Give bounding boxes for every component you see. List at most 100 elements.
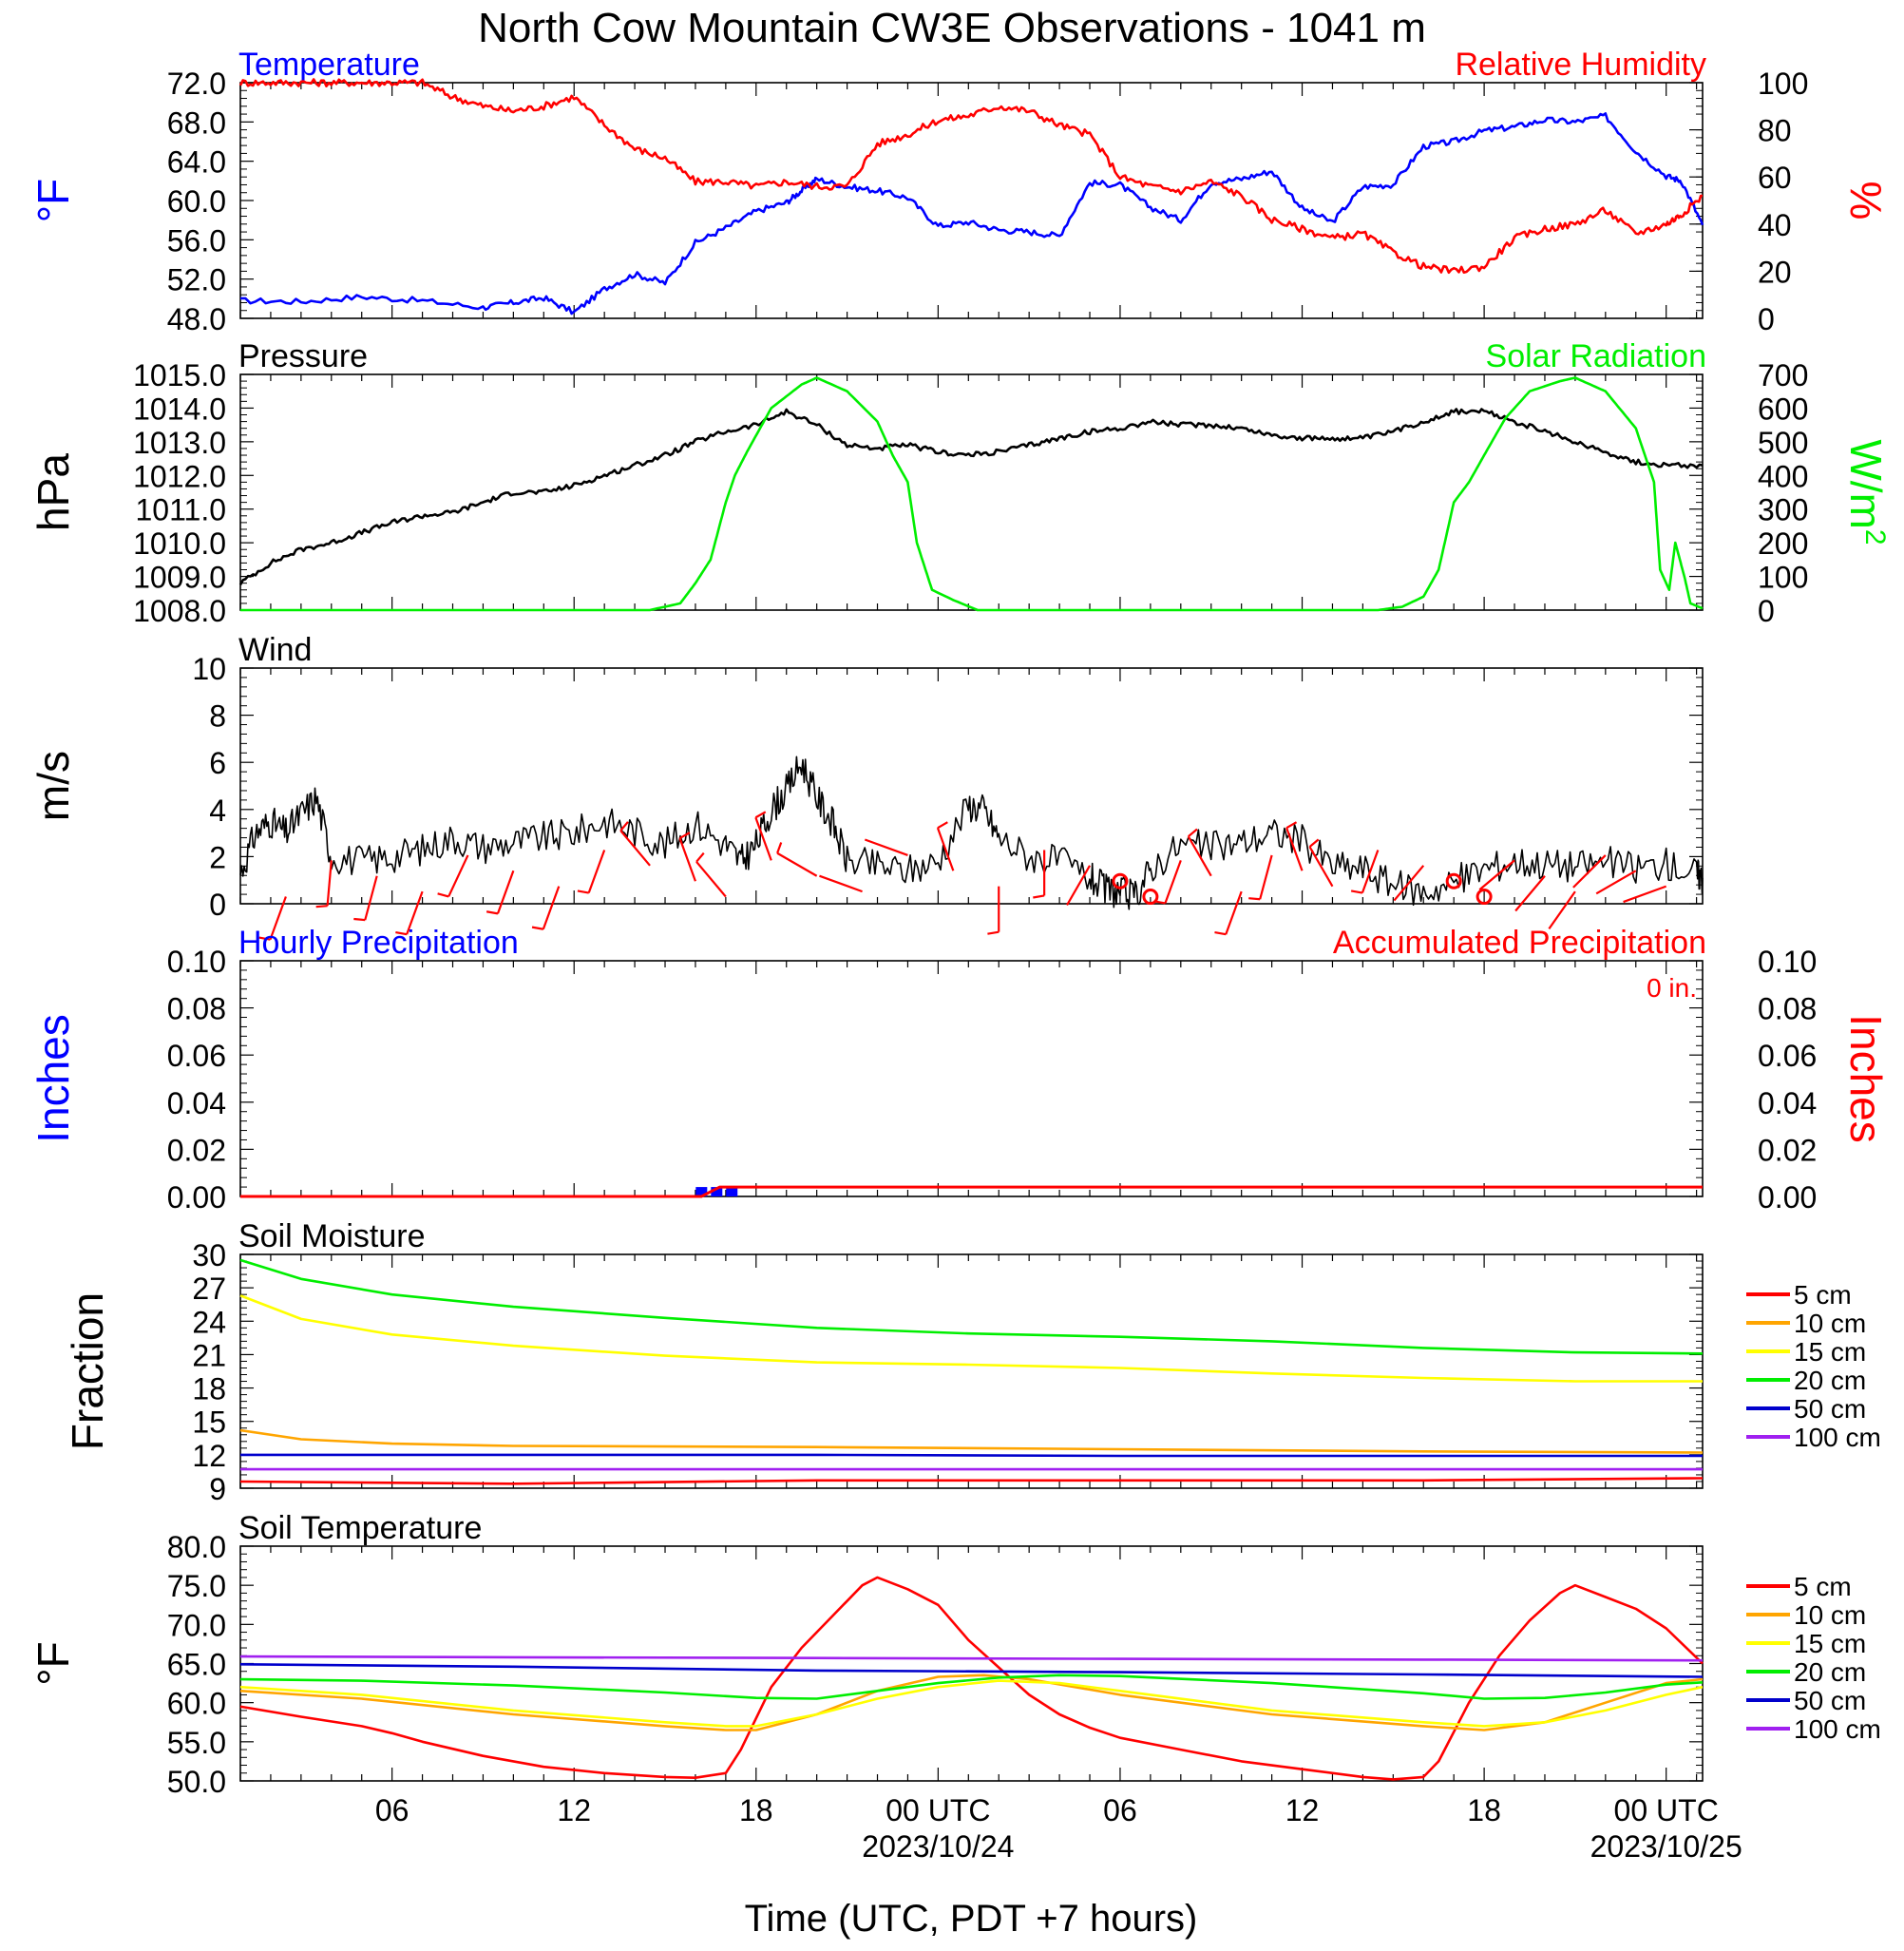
panel-precip: 0.00 0.02 0.04 0.06 0.08 0.10 0.00 0.02 0.04 0.06… <box>29 925 1891 1215</box>
wind-barb <box>936 827 955 871</box>
y-axis-label: hPa <box>29 453 78 531</box>
calm-wind-marker <box>1112 872 1129 889</box>
y2-axis-label-superscript: 2 <box>1860 529 1892 545</box>
wind-barb <box>1259 854 1273 900</box>
y-tick-label: 1014.0 <box>133 392 226 426</box>
y-tick-label: 56.0 <box>167 223 226 258</box>
y-tick-label: 70.0 <box>167 1608 226 1642</box>
wind-barb <box>1595 870 1637 895</box>
y2-tick-label: 0.00 <box>1758 1180 1817 1215</box>
series-line-1 <box>240 376 1704 612</box>
wind-barb <box>1225 890 1243 935</box>
wind-barb-flag <box>315 905 328 909</box>
series-line-5-cm <box>239 1477 1704 1485</box>
wind-barb <box>1187 835 1212 877</box>
y-tick-label: 1008.0 <box>133 594 226 628</box>
panels: 48.052.056.060.064.068.072.0020406080100… <box>29 47 1892 1799</box>
wind-barb <box>1164 859 1182 904</box>
wind-barb-flag <box>937 821 948 830</box>
x-tick-label: 00 UTC <box>1614 1793 1719 1827</box>
wind-barb <box>1572 854 1607 889</box>
figure-title: North Cow Mountain CW3E Observations - 1… <box>478 5 1426 51</box>
panel-right-title: Accumulated Precipitation <box>1333 925 1706 961</box>
wind-barb <box>447 854 469 897</box>
y-tick-label: 75.0 <box>167 1569 226 1603</box>
panel-frame <box>239 1253 1704 1489</box>
series-line-5-cm <box>239 1576 1704 1781</box>
legend-entry: 15 cm <box>1794 1337 1866 1367</box>
y-tick-label: 48.0 <box>167 302 226 336</box>
wind-barb-flag <box>486 910 499 915</box>
x-tick-label: 00 UTC <box>885 1793 990 1827</box>
y-tick-label: 1013.0 <box>133 426 226 460</box>
y2-tick-label: 500 <box>1758 426 1808 460</box>
panel-left-title: Soil Temperature <box>238 1510 482 1546</box>
y-tick-label: 8 <box>209 699 226 734</box>
panel-left-title: Soil Moisture <box>238 1218 426 1254</box>
panel-wind: 0 2 4 6 8 10 Wind m/s <box>29 632 1704 941</box>
wind-barb <box>269 896 287 941</box>
y-tick-label: 1009.0 <box>133 561 226 595</box>
wind-barb-flag <box>1188 828 1198 838</box>
y-tick-label: 1015.0 <box>133 358 226 392</box>
wind-barb-flag <box>619 821 629 832</box>
wind-barb-flag <box>1153 900 1166 905</box>
y2-tick-label: 0 <box>1758 302 1775 336</box>
wind-barb <box>406 890 424 935</box>
legend-entry: 100 cm <box>1794 1423 1881 1452</box>
y-tick-label: 10 <box>192 652 226 686</box>
hourly-precip-bar <box>711 1187 723 1196</box>
y-tick-label: 1011.0 <box>136 493 227 527</box>
wind-barb <box>1308 846 1334 888</box>
wind-barb <box>619 830 651 867</box>
wind-barb-flag <box>353 917 366 922</box>
y-tick-label: 64.0 <box>167 145 226 180</box>
y2-tick-label: 100 <box>1758 67 1808 101</box>
y-tick-label: 1012.0 <box>133 459 226 493</box>
wind-barb-flag <box>395 930 408 936</box>
wind-barb-flag <box>1214 930 1227 936</box>
series-line-15-cm <box>239 1679 1704 1728</box>
wind-barb <box>496 870 515 914</box>
y-tick-label: 80.0 <box>167 1530 226 1564</box>
series-line-0 <box>238 408 1704 586</box>
wind-barb <box>1393 865 1425 902</box>
wind-barb-flag <box>531 926 544 930</box>
wind-barb <box>864 838 908 856</box>
series-line-100-cm <box>239 1655 1704 1662</box>
panel-left-title: Temperature <box>238 47 420 83</box>
wind-barb <box>819 874 863 893</box>
legend-entry: 5 cm <box>1794 1572 1852 1601</box>
y-tick-label: 15 <box>192 1406 226 1440</box>
y2-tick-label: 0.10 <box>1758 945 1817 979</box>
y2-tick-label: 60 <box>1758 161 1792 195</box>
panel-temp_rh: 48.0 52.0 56.0 60.0 64.0 68.0 72.0 0 20 40 60 80 100… <box>29 47 1891 336</box>
wind-barb <box>695 861 727 898</box>
panel-pressure_solar: 1008.01009.01010.01011.01012.01013.01014… <box>29 338 1892 628</box>
y-tick-label: 50.0 <box>167 1765 226 1799</box>
wind-barb <box>542 886 561 930</box>
wind-barb-flag <box>1350 889 1363 894</box>
panel-left-title: Wind <box>238 632 312 668</box>
y-axis-label: Fraction <box>63 1292 112 1450</box>
legend-entry: 10 cm <box>1794 1309 1866 1338</box>
y-tick-label: 0 <box>209 888 226 922</box>
y-tick-label: 0.04 <box>167 1086 226 1120</box>
y-tick-label: 65.0 <box>167 1648 226 1682</box>
y-tick-label: 12 <box>192 1439 226 1473</box>
wind-barb-flag <box>754 811 767 819</box>
y-tick-label: 27 <box>192 1272 226 1306</box>
y-axis-label: °F <box>29 179 78 223</box>
y-tick-label: 52.0 <box>167 263 226 297</box>
panel-frame <box>239 960 1704 1197</box>
x-tick-label: 06 <box>1103 1793 1137 1827</box>
y-tick-label: 0.06 <box>167 1039 226 1073</box>
wind-barb <box>1548 890 1576 930</box>
y-tick-label: 60.0 <box>167 184 226 219</box>
wind-barb <box>1478 859 1515 891</box>
y-tick-label: 30 <box>192 1238 226 1272</box>
wind-barb-flag <box>258 936 271 941</box>
wind-barb-flag <box>1033 894 1045 899</box>
